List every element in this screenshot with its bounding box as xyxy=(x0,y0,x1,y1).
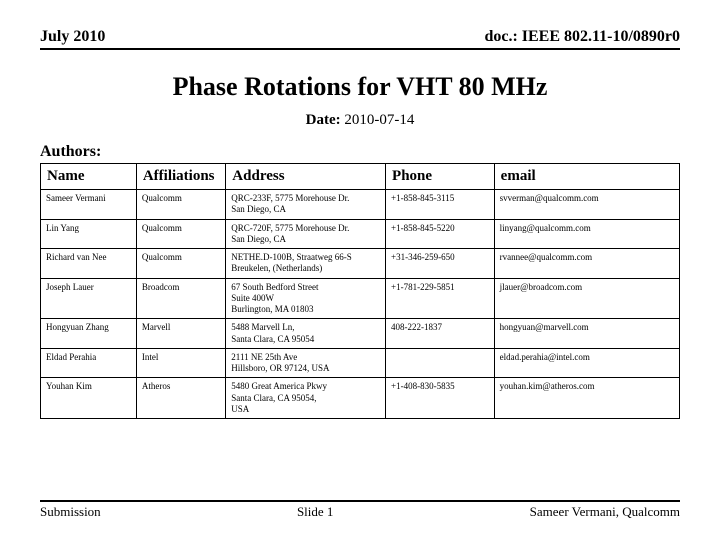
cell-addr: 67 South Bedford StreetSuite 400WBurling… xyxy=(226,278,386,319)
cell-phone: 408-222-1837 xyxy=(386,319,495,349)
footer-bar: Submission Slide 1 Sameer Vermani, Qualc… xyxy=(40,500,680,520)
cell-email: linyang@qualcomm.com xyxy=(494,219,679,249)
cell-name: Hongyuan Zhang xyxy=(41,319,137,349)
cell-phone: +31-346-259-650 xyxy=(386,249,495,279)
table-row: Lin YangQualcommQRC-720F, 5775 Morehouse… xyxy=(41,219,680,249)
col-header-address: Address xyxy=(226,164,386,190)
table-row: Youhan KimAtheros5480 Great America Pkwy… xyxy=(41,378,680,419)
footer-center: Slide 1 xyxy=(297,504,333,520)
cell-phone: +1-858-845-3115 xyxy=(386,190,495,220)
col-header-affiliations: Affiliations xyxy=(136,164,225,190)
authors-label: Authors: xyxy=(40,143,680,161)
date-label: Date: xyxy=(306,112,341,128)
header-left: July 2010 xyxy=(40,28,105,46)
cell-name: Richard van Nee xyxy=(41,249,137,279)
cell-name: Lin Yang xyxy=(41,219,137,249)
cell-aff: Qualcomm xyxy=(136,219,225,249)
cell-phone xyxy=(386,348,495,378)
header-bar: July 2010 doc.: IEEE 802.11-10/0890r0 xyxy=(40,28,680,50)
cell-aff: Intel xyxy=(136,348,225,378)
cell-email: jlauer@broadcom.com xyxy=(494,278,679,319)
cell-addr: QRC-233F, 5775 Morehouse Dr.San Diego, C… xyxy=(226,190,386,220)
footer-right: Sameer Vermani, Qualcomm xyxy=(530,504,680,520)
cell-aff: Qualcomm xyxy=(136,190,225,220)
cell-addr: 5488 Marvell Ln,Santa Clara, CA 95054 xyxy=(226,319,386,349)
cell-aff: Marvell xyxy=(136,319,225,349)
table-header-row: Name Affiliations Address Phone email xyxy=(41,164,680,190)
cell-email: youhan.kim@atheros.com xyxy=(494,378,679,419)
page-title: Phase Rotations for VHT 80 MHz xyxy=(40,72,680,102)
col-header-phone: Phone xyxy=(386,164,495,190)
cell-addr: QRC-720F, 5775 Morehouse Dr.San Diego, C… xyxy=(226,219,386,249)
cell-email: rvannee@qualcomm.com xyxy=(494,249,679,279)
header-right: doc.: IEEE 802.11-10/0890r0 xyxy=(484,28,680,46)
table-row: Sameer VermaniQualcommQRC-233F, 5775 Mor… xyxy=(41,190,680,220)
cell-phone: +1-408-830-5835 xyxy=(386,378,495,419)
cell-name: Sameer Vermani xyxy=(41,190,137,220)
cell-name: Joseph Lauer xyxy=(41,278,137,319)
cell-email: eldad.perahia@intel.com xyxy=(494,348,679,378)
table-row: Richard van NeeQualcommNETHE.D-100B, Str… xyxy=(41,249,680,279)
col-header-name: Name xyxy=(41,164,137,190)
footer-left: Submission xyxy=(40,504,101,520)
cell-name: Eldad Perahia xyxy=(41,348,137,378)
date-value: 2010-07-14 xyxy=(344,112,414,128)
authors-table: Name Affiliations Address Phone email Sa… xyxy=(40,163,680,419)
table-row: Hongyuan ZhangMarvell5488 Marvell Ln,San… xyxy=(41,319,680,349)
cell-name: Youhan Kim xyxy=(41,378,137,419)
cell-phone: +1-858-845-5220 xyxy=(386,219,495,249)
cell-aff: Broadcom xyxy=(136,278,225,319)
cell-aff: Atheros xyxy=(136,378,225,419)
cell-phone: +1-781-229-5851 xyxy=(386,278,495,319)
cell-addr: 5480 Great America PkwySanta Clara, CA 9… xyxy=(226,378,386,419)
date-line: Date: 2010-07-14 xyxy=(40,112,680,129)
cell-addr: NETHE.D-100B, Straatweg 66-SBreukelen, (… xyxy=(226,249,386,279)
cell-email: hongyuan@marvell.com xyxy=(494,319,679,349)
cell-addr: 2111 NE 25th AveHillsboro, OR 97124, USA xyxy=(226,348,386,378)
table-row: Joseph LauerBroadcom67 South Bedford Str… xyxy=(41,278,680,319)
col-header-email: email xyxy=(494,164,679,190)
cell-email: svverman@qualcomm.com xyxy=(494,190,679,220)
cell-aff: Qualcomm xyxy=(136,249,225,279)
table-row: Eldad PerahiaIntel2111 NE 25th AveHillsb… xyxy=(41,348,680,378)
